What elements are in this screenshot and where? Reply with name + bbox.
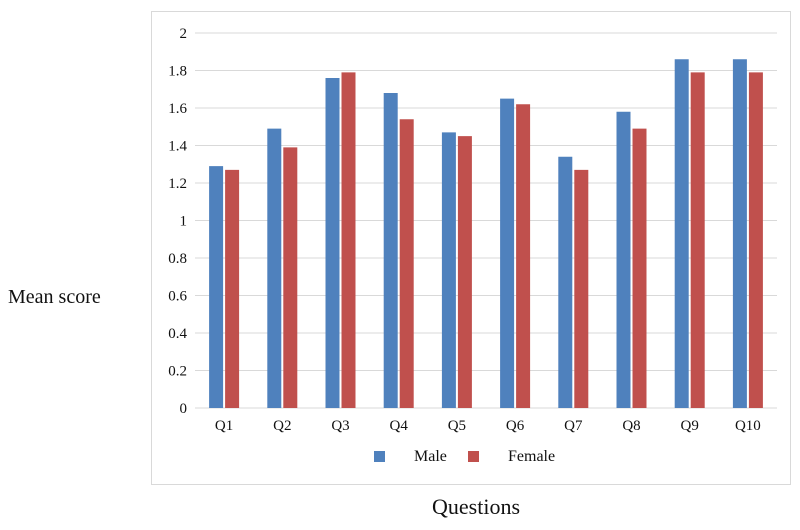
x-tick-label: Q7 (564, 418, 583, 434)
legend-swatch-female (468, 451, 479, 462)
y-tick-label: 1.6 (168, 101, 187, 117)
chart-frame: 0 0.2 0.4 0.6 0.8 1 1.2 1.4 1.6 1.8 2 Q1 Q2 Q3 Q4 Q5 Q6 Q… (151, 11, 791, 485)
legend-label-female: Female (508, 448, 555, 465)
x-axis-label: Questions (432, 494, 520, 519)
bar-male-q5 (441, 132, 456, 408)
x-tick-label: Q1 (215, 418, 233, 434)
y-tick-label: 0.2 (168, 364, 187, 380)
bar-male-q7 (558, 156, 573, 408)
bar-female-q6 (516, 104, 531, 408)
bar-male-q2 (267, 128, 282, 408)
bar-male-q10 (732, 59, 747, 408)
bar-female-q1 (225, 169, 240, 408)
y-tick-label: 0.4 (168, 326, 187, 342)
x-tick-label: Q5 (448, 418, 466, 434)
y-tick-label: 1.2 (168, 176, 187, 192)
y-tick-label: 0.6 (168, 289, 187, 305)
x-tick-label: Q3 (331, 418, 349, 434)
y-tick-label: 1.8 (168, 64, 187, 80)
x-tick-label: Q9 (681, 418, 699, 434)
bar-male-q8 (616, 111, 631, 408)
bar-male-q4 (383, 93, 398, 408)
bar-female-q4 (399, 119, 414, 408)
bar-female-q7 (574, 169, 589, 408)
bar-male-q9 (674, 59, 689, 408)
legend-label-male: Male (414, 448, 447, 465)
bar-male-q1 (209, 166, 224, 408)
y-tick-label: 0.8 (168, 251, 187, 267)
x-tick-label: Q6 (506, 418, 525, 434)
bar-chart: 0 0.2 0.4 0.6 0.8 1 1.2 1.4 1.6 1.8 2 Q1 Q2 Q3 Q4 Q5 Q6 Q… (168, 26, 777, 465)
legend-swatch-male (374, 451, 385, 462)
x-tick-label: Q4 (390, 418, 409, 434)
bar-female-q2 (283, 147, 298, 408)
y-tick-label: 1 (180, 214, 188, 230)
bar-female-q8 (632, 128, 647, 408)
x-tick-label: Q2 (273, 418, 291, 434)
bar-female-q9 (690, 72, 705, 408)
bar-male-q6 (500, 98, 515, 408)
y-axis-label: Mean score (8, 286, 101, 308)
x-tick-label: Q10 (735, 418, 761, 434)
y-tick-label: 2 (180, 26, 188, 42)
bar-female-q10 (748, 72, 763, 408)
x-tick-label: Q8 (622, 418, 640, 434)
bar-female-q5 (457, 136, 472, 408)
y-tick-label: 1.4 (168, 139, 187, 155)
y-tick-label: 0 (180, 401, 188, 417)
bar-male-q3 (325, 78, 340, 408)
bar-female-q3 (341, 72, 356, 408)
